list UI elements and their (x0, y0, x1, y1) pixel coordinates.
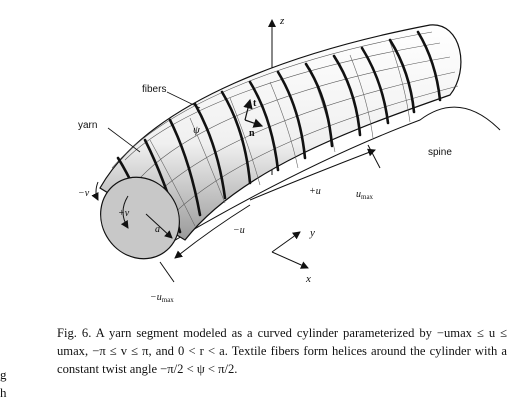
spine-curve (149, 106, 501, 256)
minus-u-max-label: −umax (150, 292, 174, 304)
n-label: n (249, 128, 255, 139)
yarn-diagram: z fibers yarn t n ψ spine umax +u y x −u… (78, 15, 501, 304)
t-vector (243, 98, 253, 121)
x-axis (271, 251, 309, 269)
margin-fragment-1: g (0, 367, 7, 382)
psi-label: ψ (193, 124, 200, 136)
minus-u-label: −u (233, 225, 245, 236)
figure-caption: Fig. 6. A yarn segment modeled as a curv… (57, 324, 507, 378)
longitudinal-lines (111, 31, 459, 223)
yarn-end-cap (100, 176, 180, 260)
margin-fragment-2: h (0, 385, 7, 400)
radius-arrow (145, 213, 173, 239)
plus-u-label: +u (309, 186, 321, 197)
minus-v-arc (91, 181, 99, 201)
spine-label: spine (428, 147, 452, 158)
u-max-tick (367, 144, 381, 169)
a-label: a (155, 224, 160, 235)
yarn-label: yarn (78, 120, 97, 131)
x-label: x (305, 273, 311, 285)
minus-u-max-tick (159, 261, 175, 283)
caption-text: A yarn segment modeled as a curved cylin… (57, 326, 507, 376)
minus-u-arc (174, 204, 251, 259)
margin-fragments: g h (0, 366, 20, 402)
caption-fig-label: Fig. 6. (57, 326, 92, 340)
fibers-label: fibers (142, 84, 166, 95)
plus-u-arc (249, 148, 376, 201)
plus-v-label: +v (118, 208, 130, 219)
y-axis (271, 231, 301, 253)
fibers-pointer (166, 91, 201, 109)
plus-v-arc (120, 195, 129, 229)
z-label: z (279, 15, 285, 27)
t-label: t (253, 98, 257, 109)
n-vector (244, 118, 264, 128)
yarn-pointer (107, 127, 141, 153)
u-max-label: umax (356, 189, 374, 201)
y-label: y (309, 227, 315, 239)
yarn-tube-body (99, 24, 462, 241)
minus-v-label: −v (78, 188, 90, 199)
